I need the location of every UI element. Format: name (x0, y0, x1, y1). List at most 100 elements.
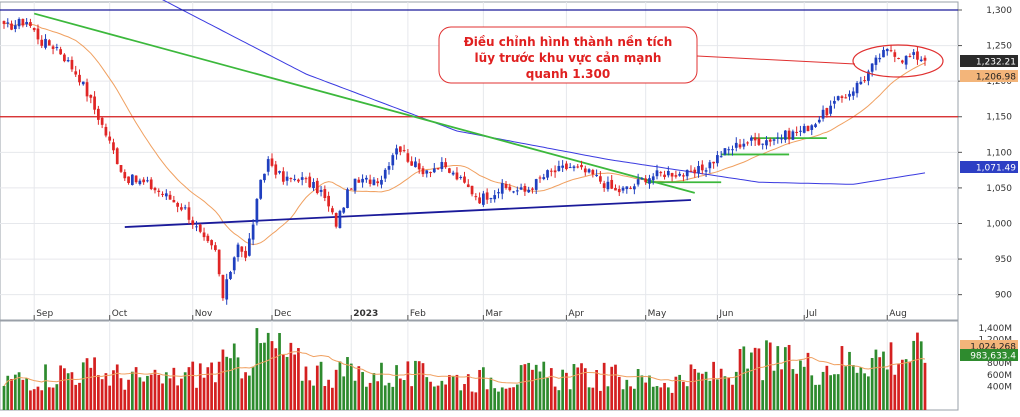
volume-bar (51, 387, 55, 410)
volume-bar (829, 375, 832, 410)
volume-bar (851, 365, 855, 410)
volume-bar (406, 361, 410, 410)
volume-bar (432, 386, 436, 410)
volume-bar (693, 369, 697, 410)
volume-bar (191, 361, 195, 410)
candle-body (221, 274, 225, 299)
candle-body (89, 94, 93, 98)
candle-body (602, 183, 606, 189)
candle-body (557, 165, 561, 172)
candle-body (297, 179, 300, 182)
volume-bar (21, 379, 25, 410)
volume-bar (859, 367, 863, 410)
month-label: Feb (410, 309, 426, 319)
volume-bar (893, 374, 897, 410)
volume-bar (380, 362, 383, 410)
candle-body (74, 71, 78, 75)
candle-body (776, 137, 780, 139)
volume-bar (74, 384, 78, 410)
volume-bar (485, 389, 489, 410)
consolidation-ellipse (852, 44, 944, 78)
volume-bar (738, 348, 742, 410)
candle-body (867, 71, 870, 81)
volume-bar (908, 361, 912, 410)
month-label: Oct (112, 309, 128, 319)
candle-body (599, 176, 602, 182)
volume-bar (398, 378, 402, 410)
candle-body (889, 50, 893, 52)
candle-body (108, 136, 112, 141)
volume-bar (780, 369, 783, 410)
volume-bar (281, 354, 285, 410)
volume-bar (368, 382, 372, 410)
volume-bar (515, 384, 519, 410)
volume-ma-line (3, 351, 926, 387)
candle-body (459, 177, 463, 179)
candle-body (885, 48, 889, 52)
volume-bar (391, 386, 395, 410)
candle-body (225, 279, 229, 300)
candle-body (206, 235, 210, 242)
volume-ma-tag: 1,024,268 (970, 343, 1016, 353)
candle-body (444, 162, 447, 168)
candle-body (346, 189, 349, 208)
volume-bar (66, 373, 70, 410)
candle-body (738, 144, 742, 148)
volume-bar (489, 377, 493, 410)
candle-body (436, 168, 440, 170)
volume-bar (164, 372, 168, 410)
volume-bar (746, 368, 749, 410)
ma-long-tag-bg (960, 161, 1018, 173)
candle-body (138, 180, 142, 185)
candle-body (874, 57, 878, 65)
candle-body (595, 175, 598, 177)
candle-body (757, 138, 761, 145)
volume-bar (753, 347, 757, 410)
volume-bar (636, 369, 640, 410)
volume-bar (376, 381, 380, 410)
candle-body (515, 190, 519, 192)
volume-bar (319, 361, 323, 410)
candle-body (440, 161, 444, 170)
candle-body (247, 238, 251, 256)
volume-bar (580, 363, 583, 410)
volume-bar (142, 381, 146, 410)
candle-body (727, 149, 731, 151)
volume-bar (146, 375, 149, 410)
volume-bar (568, 389, 572, 410)
volume-bar (232, 343, 236, 410)
price-tick-label: 1,300 (986, 6, 1012, 16)
candle-body (432, 168, 436, 173)
volume-bar (183, 372, 187, 410)
volume-bar (353, 380, 357, 410)
volume-bar (836, 374, 840, 410)
volume-bar (474, 392, 478, 410)
volume-bar (180, 378, 183, 410)
volume-bar (523, 364, 527, 410)
volume-bar (587, 387, 591, 410)
volume-bar (655, 386, 659, 410)
candle-body (161, 193, 164, 195)
price-tick-label: 1,100 (986, 148, 1012, 158)
candle-body (85, 82, 89, 97)
volume-bar (157, 374, 161, 410)
candle-body (466, 184, 470, 188)
candle-body (59, 49, 62, 55)
month-label: 2023 (353, 309, 378, 319)
volume-bar (2, 385, 6, 410)
volume-bar (202, 377, 206, 410)
volume-bar (278, 333, 281, 410)
candle-body (916, 51, 919, 60)
volume-bar (32, 389, 36, 410)
volume-tick-label: 600M (987, 371, 1012, 381)
horizontal-levels (0, 9, 958, 118)
volume-bar (100, 379, 104, 410)
volume-bar (198, 363, 202, 410)
volume-bar (648, 375, 651, 410)
volume-bar (561, 369, 564, 410)
volume-bar (85, 358, 89, 410)
volume-bar (595, 370, 598, 410)
candle-body (625, 186, 629, 190)
candle-body (700, 164, 704, 171)
candle-body (25, 21, 29, 25)
